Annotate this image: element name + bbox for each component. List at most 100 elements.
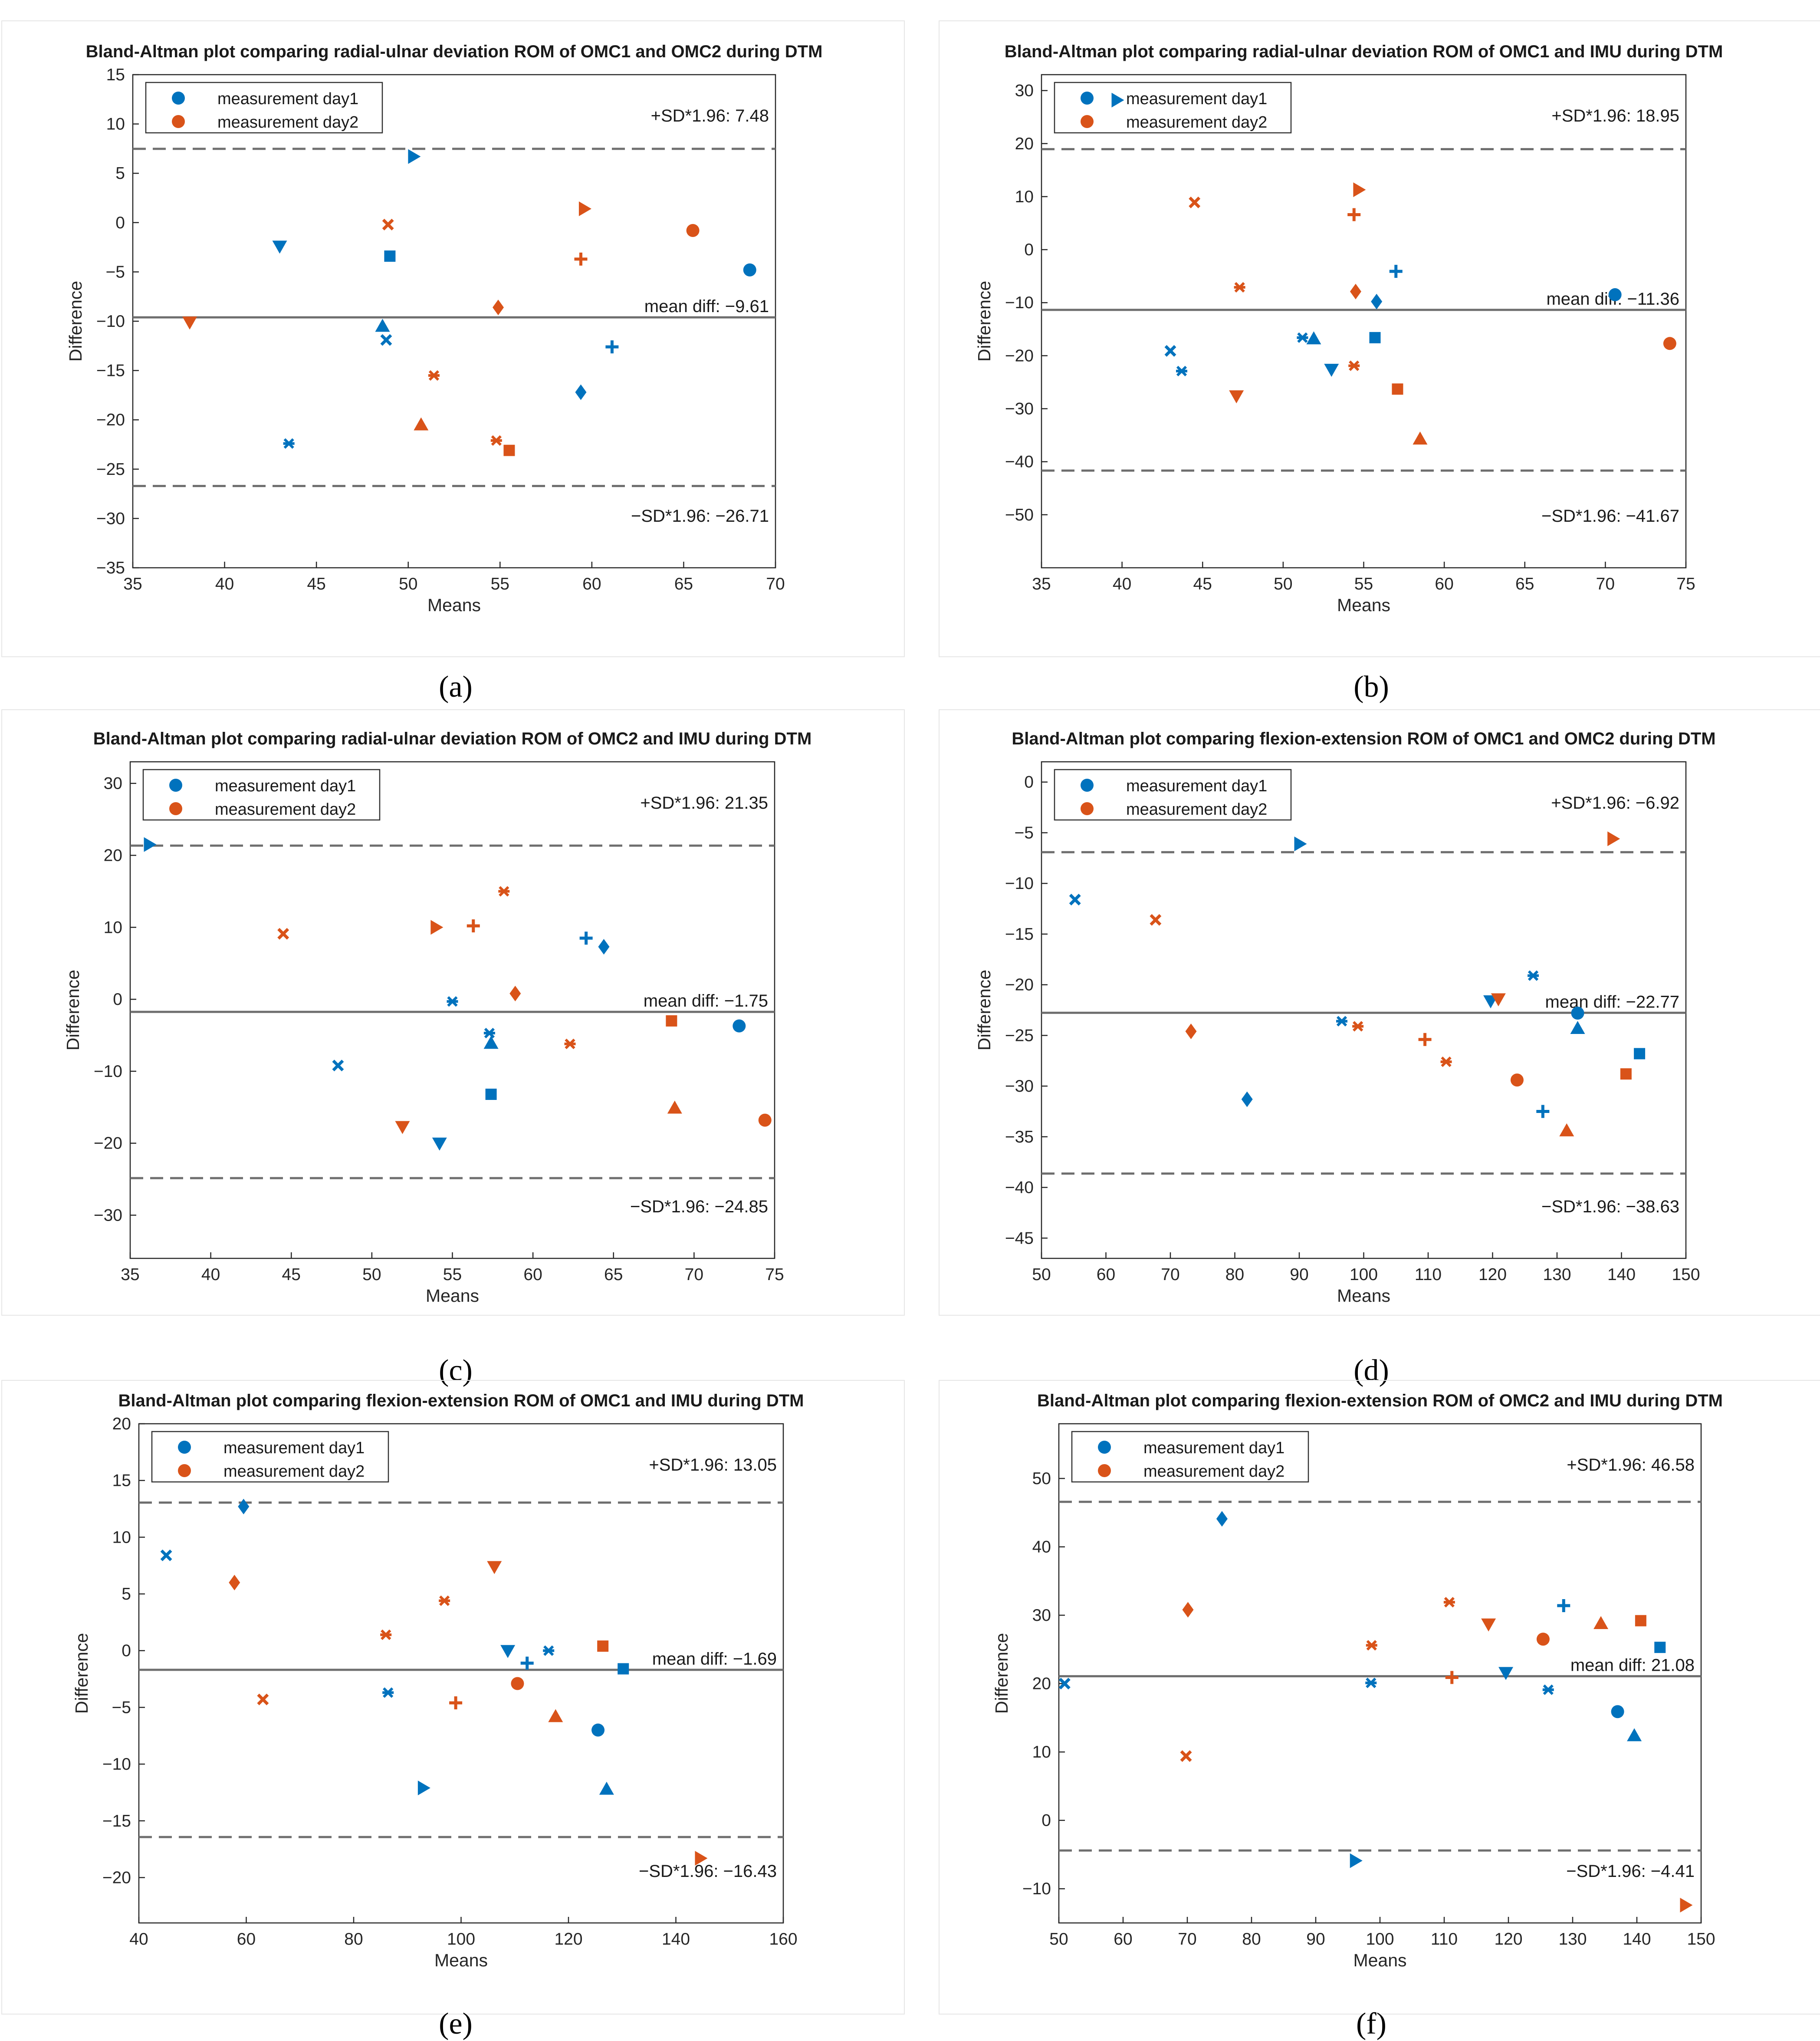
data-point — [1347, 208, 1361, 221]
data-point — [1369, 332, 1381, 343]
y-tick-label: 10 — [1032, 1743, 1051, 1761]
data-point — [490, 435, 502, 446]
y-tick-label: −20 — [1005, 976, 1034, 994]
x-tick-label: 65 — [1515, 575, 1534, 593]
data-point — [1413, 431, 1428, 445]
data-point — [332, 1060, 344, 1072]
x-axis-label: Means — [426, 1286, 479, 1306]
x-tick-label: 100 — [447, 1930, 475, 1949]
plot-area — [138, 1423, 784, 1924]
y-axis-label: Difference — [974, 281, 994, 362]
legend-marker-day1 — [1098, 1441, 1111, 1454]
x-tick-label: 80 — [1225, 1265, 1244, 1284]
panel-caption: (b) — [1354, 670, 1389, 704]
x-axis-label: Means — [1337, 595, 1390, 615]
data-point — [500, 1645, 516, 1658]
data-point — [574, 252, 588, 266]
legend-marker-day2 — [169, 802, 182, 815]
y-tick-label: −30 — [94, 1206, 122, 1225]
lower-limit-label: −SD*1.96: −4.41 — [1566, 1862, 1695, 1881]
x-tick-label: 40 — [129, 1930, 148, 1949]
data-point — [1608, 288, 1622, 301]
data-point — [578, 201, 591, 216]
y-tick-label: 0 — [1024, 240, 1034, 259]
data-point — [591, 1723, 605, 1737]
panel-b: Bland-Altman plot comparing radial-ulnar… — [939, 20, 1820, 704]
data-point — [382, 218, 394, 230]
data-point — [1111, 92, 1124, 108]
data-point — [1365, 1677, 1377, 1689]
x-tick-label: 80 — [344, 1930, 363, 1949]
panel-f: Bland-Altman plot comparing flexion-exte… — [939, 1380, 1820, 2041]
data-point — [1297, 332, 1308, 343]
data-point — [1557, 1599, 1570, 1613]
data-point — [485, 1088, 497, 1100]
data-point — [1229, 390, 1244, 404]
data-point — [1634, 1048, 1646, 1060]
x-tick-label: 120 — [1494, 1930, 1522, 1949]
x-tick-label: 40 — [201, 1265, 220, 1284]
y-tick-label: −20 — [1005, 346, 1034, 365]
panel-caption: (a) — [439, 670, 473, 704]
y-axis-label: Difference — [63, 970, 83, 1050]
x-tick-label: 140 — [662, 1930, 690, 1949]
data-point — [483, 1027, 495, 1039]
x-tick-label: 50 — [1032, 1265, 1051, 1284]
x-tick-label: 140 — [1607, 1265, 1636, 1284]
x-tick-label: 150 — [1672, 1265, 1700, 1284]
x-tick-label: 50 — [399, 575, 417, 593]
y-tick-label: 10 — [1015, 188, 1034, 206]
legend-label-day1: measurement day1 — [1126, 90, 1267, 108]
data-point — [520, 1656, 534, 1670]
x-tick-label: 55 — [491, 575, 509, 593]
y-tick-label: 10 — [104, 918, 122, 937]
data-point — [1536, 1105, 1550, 1118]
data-point — [1510, 1073, 1524, 1087]
data-point — [384, 250, 396, 262]
data-point — [1445, 1671, 1459, 1684]
data-point — [1348, 360, 1360, 371]
data-point — [1536, 1633, 1550, 1646]
y-tick-label: −15 — [96, 362, 125, 380]
y-tick-label: −40 — [1005, 453, 1034, 471]
y-tick-label: −30 — [1005, 1077, 1034, 1096]
x-tick-label: 110 — [1415, 1265, 1442, 1284]
data-point — [1593, 1616, 1609, 1629]
series-day1 — [144, 837, 746, 1151]
x-tick-label: 100 — [1366, 1930, 1394, 1949]
series-day2 — [1189, 182, 1676, 445]
data-point — [1418, 1033, 1432, 1046]
data-point — [1392, 383, 1403, 395]
x-axis-label: Means — [427, 595, 481, 615]
panel-e: Bland-Altman plot comparing flexion-exte… — [1, 1380, 905, 2041]
lower-limit-label: −SD*1.96: −41.67 — [1541, 507, 1679, 526]
data-point — [493, 300, 504, 316]
x-tick-label: 80 — [1242, 1930, 1261, 1949]
data-point — [1241, 1091, 1253, 1107]
legend-label-day2: measurement day2 — [215, 800, 356, 819]
y-axis-label: Difference — [974, 970, 994, 1050]
panel-d: Bland-Altman plot comparing flexion-exte… — [939, 709, 1820, 1387]
y-tick-label: −10 — [1005, 293, 1034, 312]
x-tick-label: 50 — [362, 1265, 381, 1284]
x-tick-label: 70 — [1178, 1930, 1196, 1949]
chart-title: Bland-Altman plot comparing radial-ulnar… — [86, 42, 823, 61]
x-tick-label: 120 — [1478, 1265, 1507, 1284]
data-point — [483, 1036, 499, 1049]
legend-marker-day1 — [1081, 779, 1094, 792]
data-point — [758, 1113, 772, 1127]
data-point — [439, 1595, 450, 1606]
legend-marker-day2 — [178, 1464, 191, 1477]
series-day2 — [1150, 831, 1632, 1136]
x-tick-label: 55 — [1354, 575, 1373, 593]
data-point — [1635, 1615, 1646, 1626]
x-tick-label: 100 — [1350, 1265, 1378, 1284]
data-point — [428, 370, 440, 381]
legend — [1054, 82, 1292, 134]
legend-marker-day1 — [169, 779, 182, 792]
x-tick-label: 60 — [1097, 1265, 1115, 1284]
legend-label-day2: measurement day2 — [1143, 1462, 1285, 1481]
legend-marker-day1 — [178, 1441, 191, 1454]
y-tick-label: 5 — [115, 164, 125, 183]
data-point — [1654, 1642, 1666, 1653]
